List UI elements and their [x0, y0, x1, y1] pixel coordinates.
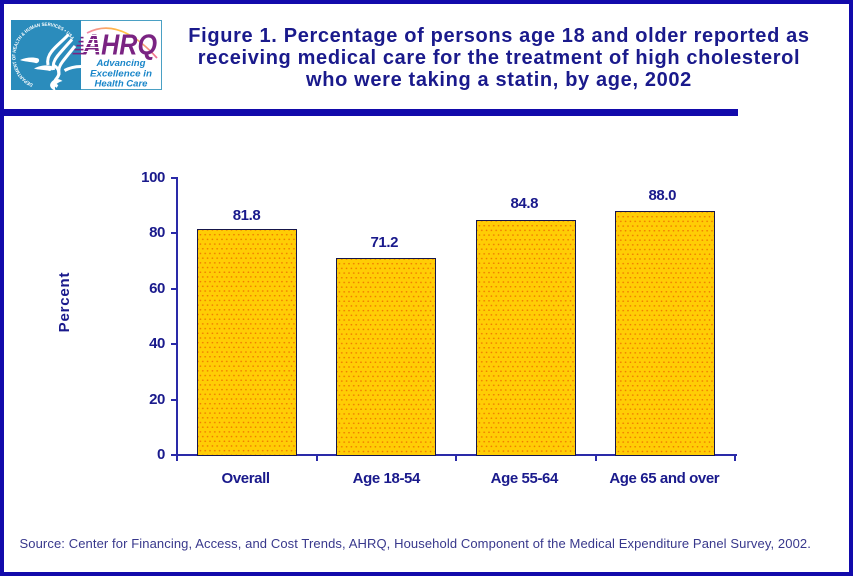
svg-text:Excellence in: Excellence in: [90, 68, 153, 78]
svg-text:AHRQ: AHRQ: [82, 30, 157, 62]
svg-text:Health Care: Health Care: [95, 79, 148, 89]
svg-text:Advancing: Advancing: [95, 58, 146, 68]
